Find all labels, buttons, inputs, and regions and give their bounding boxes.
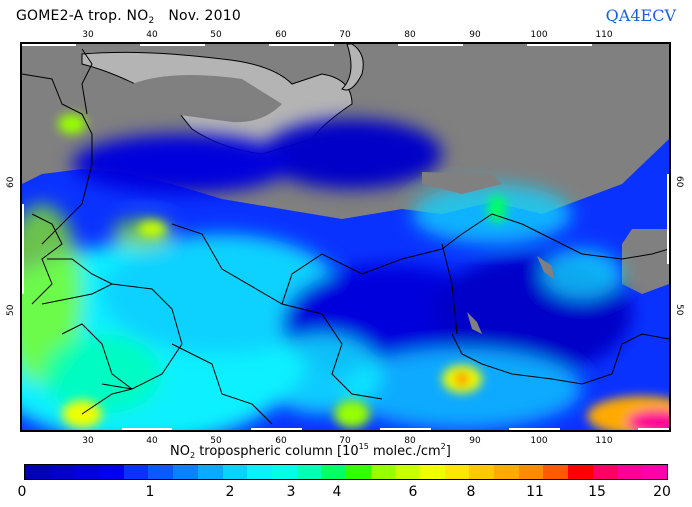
chart-title: GOME2-A trop. NO2 Nov. 2010 [16,8,241,26]
colorbar-segment [568,465,593,479]
colorbar-segment [469,465,494,479]
title-subscript: 2 [148,16,154,26]
no2-map [20,42,671,432]
colorbar-label-units: molec./cm [369,444,441,459]
colorbar-tick-label: 3 [287,484,296,500]
lat-tick-label: 60 [674,176,684,187]
title-date: Nov. 2010 [168,8,241,24]
colorbar-segment [124,465,149,479]
colorbar-tick-label: 11 [526,484,544,500]
lon-tick-label: 90 [469,30,480,40]
colorbar-segment [519,465,544,479]
colorbar-segment [346,465,371,479]
colorbar-segment [223,465,248,479]
colorbar [24,464,668,480]
colorbar-tick-label: 15 [588,484,606,500]
title-text: GOME2-A trop. NO [16,8,148,24]
colorbar-segment [50,465,75,479]
colorbar-segment [395,465,420,479]
colorbar-segment [74,465,99,479]
colorbar-tick-label: 1 [146,484,155,500]
colorbar-label-end: ] [446,444,451,459]
colorbar-tick-label: 0 [18,484,27,500]
colorbar-label-exp: 15 [359,442,369,451]
lon-tick-label: 40 [146,436,157,446]
colorbar-tick-label: 4 [333,484,342,500]
lon-tick-label: 100 [530,30,547,40]
colorbar-segment [321,465,346,479]
lon-tick-label: 30 [82,30,93,40]
colorbar-segment [272,465,297,479]
colorbar-segment [420,465,445,479]
colorbar-segment [494,465,519,479]
colorbar-segment [25,465,50,479]
lon-tick-label: 90 [469,436,480,446]
colorbar-segment [371,465,396,479]
lat-tick-label: 50 [674,304,684,315]
colorbar-tick-label: 20 [653,484,671,500]
lon-tick-label: 60 [275,30,286,40]
colorbar-label-text: NO [170,444,190,459]
colorbar-segment [247,465,272,479]
lat-tick-label: 60 [6,177,16,188]
colorbar-tick-label: 6 [409,484,418,500]
colorbar-segment [173,465,198,479]
lon-tick-label: 110 [595,30,612,40]
colorbar-tick-label: 8 [467,484,476,500]
colorbar-label-mid: tropospheric column [10 [195,444,359,459]
colorbar-segment [642,465,667,479]
lon-tick-label: 40 [146,30,157,40]
colorbar-segment [198,465,223,479]
lon-tick-label: 70 [339,30,350,40]
colorbar-segment [618,465,643,479]
colorbar-segment [593,465,618,479]
lon-tick-label: 50 [210,30,221,40]
lon-tick-label: 110 [595,436,612,446]
lat-tick-label: 50 [6,305,16,316]
lon-tick-label: 80 [404,30,415,40]
lon-tick-label: 100 [530,436,547,446]
colorbar-segment [99,465,124,479]
colorbar-segment [148,465,173,479]
colorbar-segment [543,465,568,479]
colorbar-segment [445,465,470,479]
brand-logo: QA4ECV [606,6,676,25]
colorbar-label: NO2 tropospheric column [1015 molec./cm2… [170,442,451,460]
map-canvas [22,44,669,430]
colorbar-segment [297,465,322,479]
colorbar-tick-label: 2 [226,484,235,500]
lon-tick-label: 30 [82,436,93,446]
